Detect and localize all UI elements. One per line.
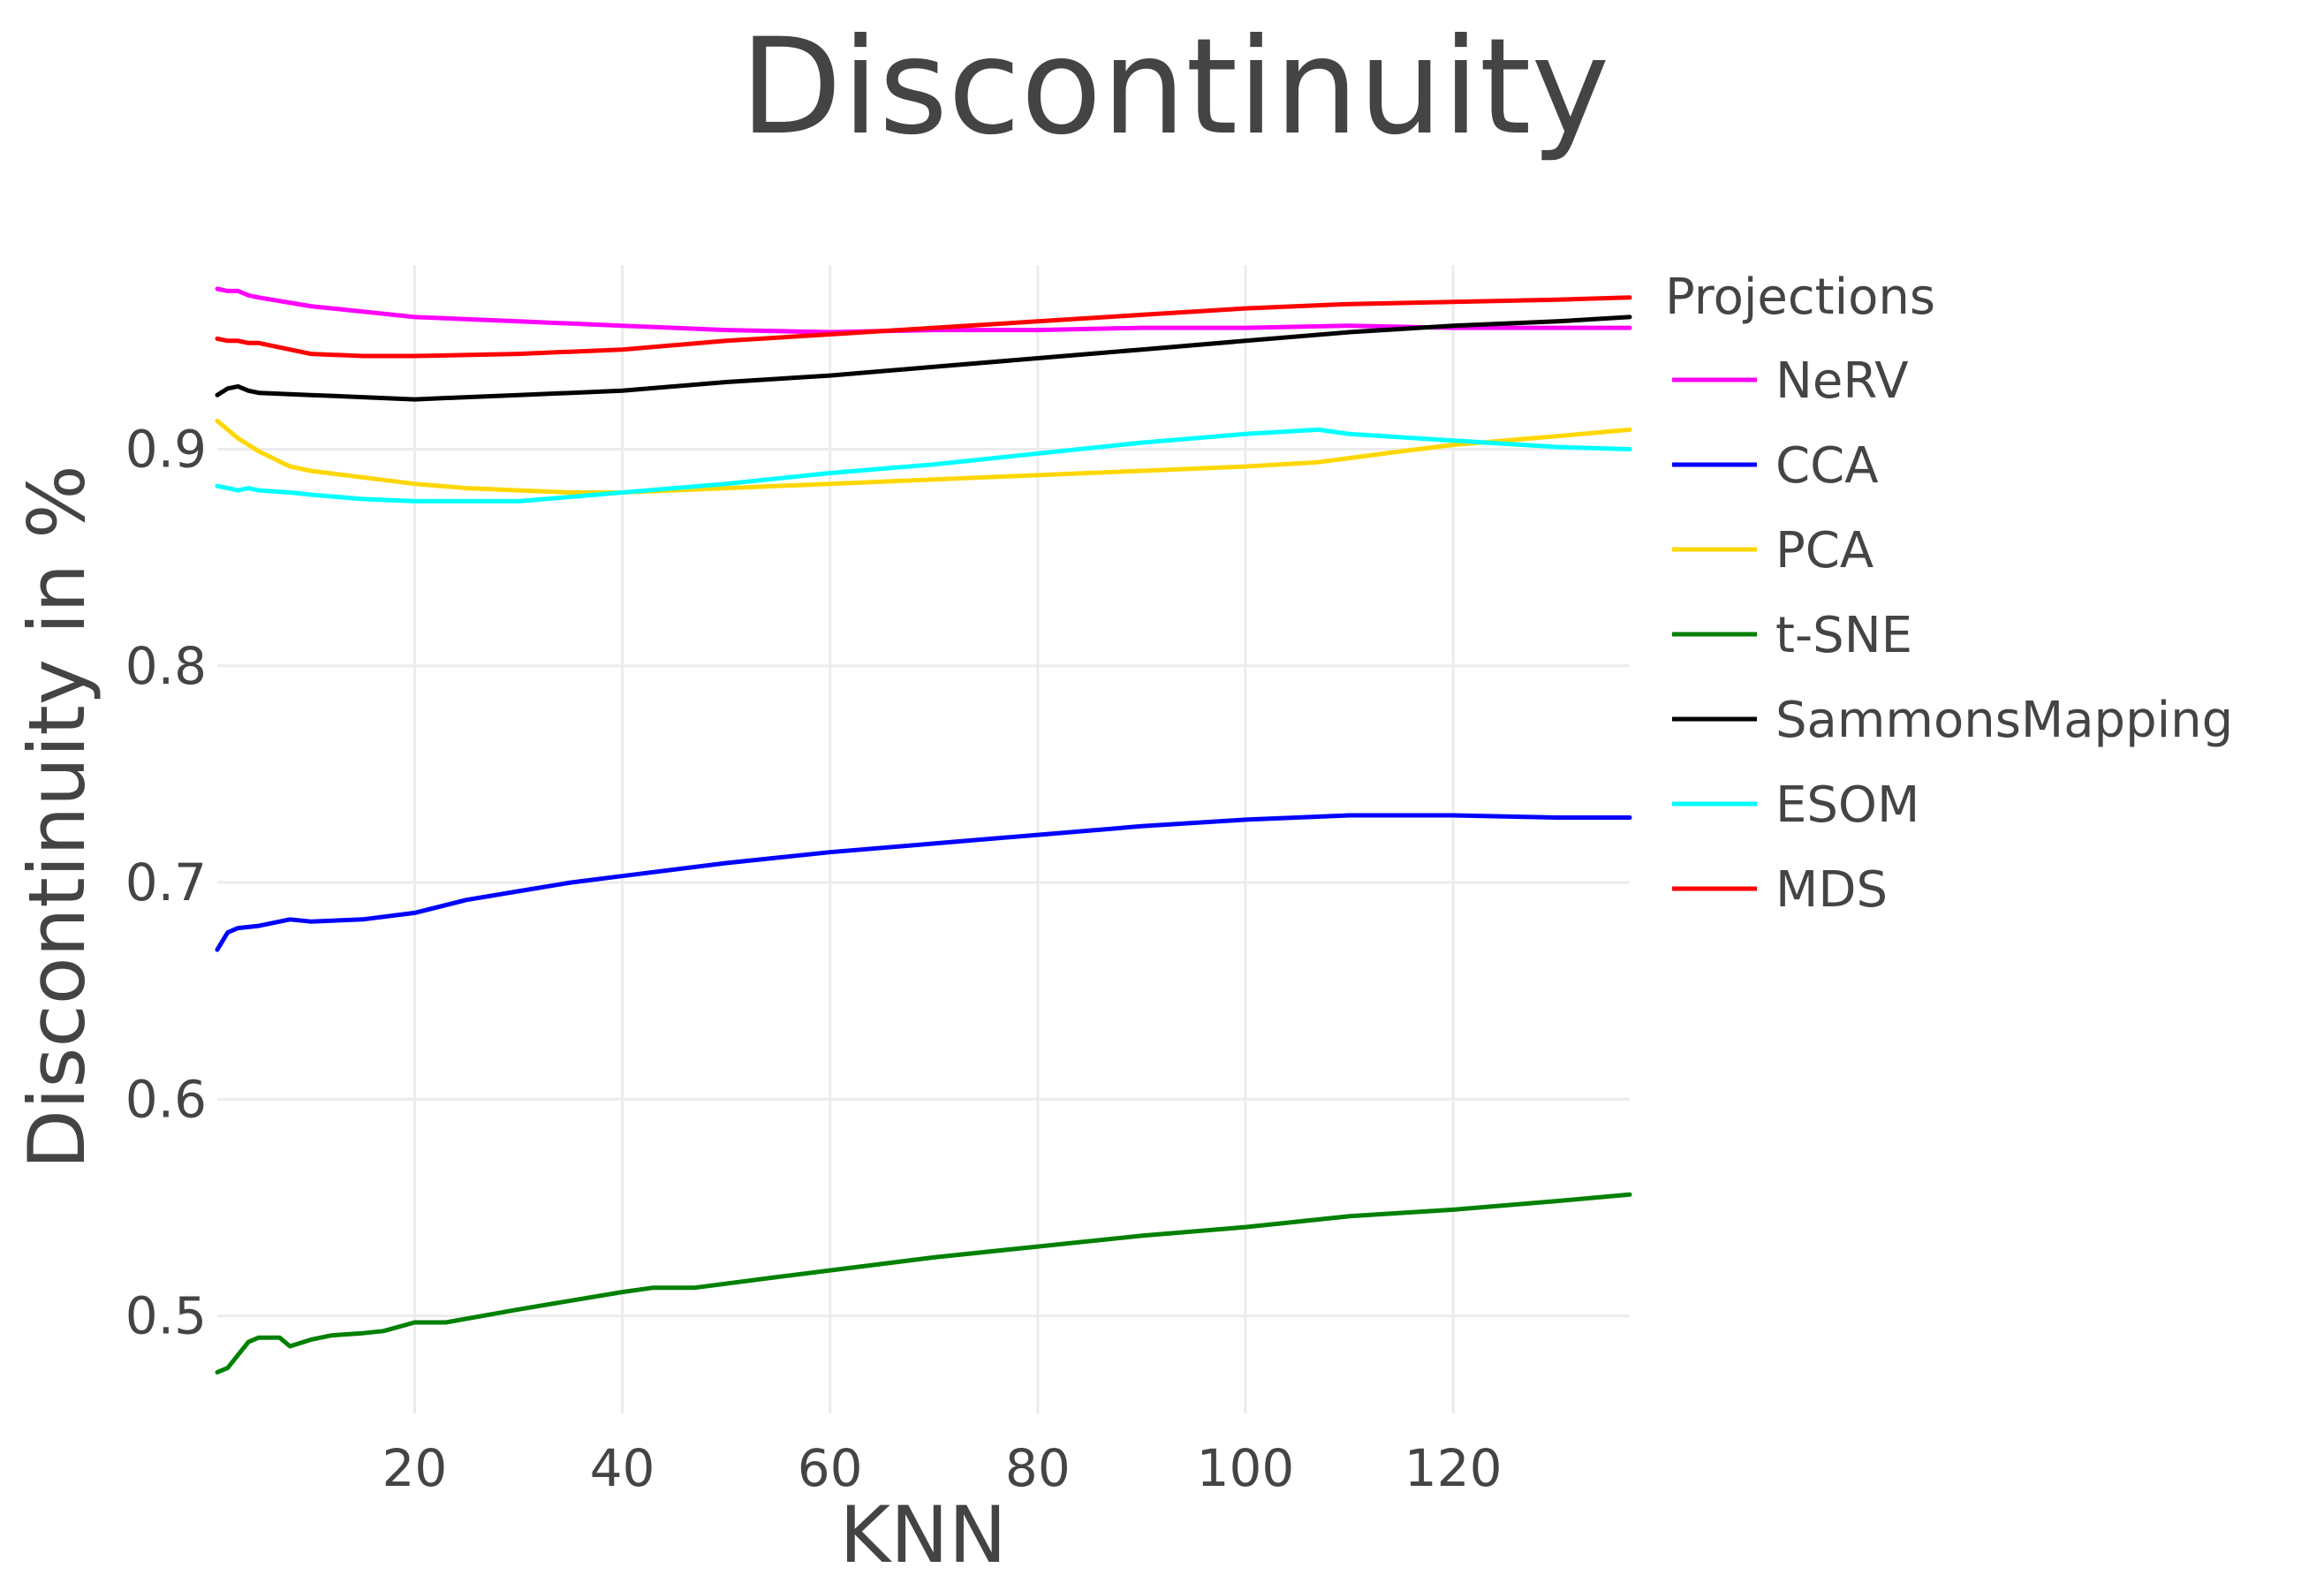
legend-item-pca[interactable]: PCA: [1672, 522, 1874, 579]
series-line-esom: [215, 427, 1632, 504]
x-tick-label: 60: [798, 1438, 863, 1498]
legend-label: CCA: [1775, 437, 1879, 495]
grid-lines: [217, 265, 1630, 1413]
legend-item-cca[interactable]: CCA: [1672, 437, 1879, 495]
legend-title: Projections: [1665, 269, 1935, 326]
legend-item-esom[interactable]: ESOM: [1672, 776, 1919, 834]
series-line-pca: [215, 419, 1632, 495]
legend-item-nerv[interactable]: NeRV: [1672, 352, 1909, 410]
x-tick-label: 40: [590, 1438, 655, 1498]
legend-item-mds[interactable]: MDS: [1672, 861, 1888, 919]
legend: Projections NeRV CCA PCA t-SNE SammonsMappin…: [1665, 269, 2233, 919]
legend-label: PCA: [1775, 522, 1874, 579]
axis-ticks: 20 40 60 80 100 120 0.5 0.6 0.7 0.8 0.9: [125, 419, 1503, 1498]
legend-label: t-SNE: [1775, 607, 1912, 664]
x-tick-label: 20: [382, 1438, 447, 1498]
legend-label: SammonsMapping: [1775, 692, 2233, 749]
series-lines: [215, 286, 1632, 1375]
legend-items: NeRV CCA PCA t-SNE SammonsMapping ESOM MDS: [1672, 352, 2233, 919]
legend-item-t-sne[interactable]: t-SNE: [1672, 607, 1912, 664]
y-axis-title: Discontinuity in %: [11, 465, 102, 1169]
y-tick-label: 0.7: [125, 852, 207, 913]
y-tick-label: 0.8: [125, 636, 207, 696]
y-tick-label: 0.5: [125, 1286, 207, 1346]
x-axis-title: KNN: [839, 1489, 1006, 1580]
series-line-cca: [215, 813, 1632, 952]
legend-label: MDS: [1775, 861, 1888, 919]
x-tick-label: 80: [1005, 1438, 1071, 1498]
series-line-mds: [215, 295, 1632, 359]
chart-title: Discontinuity: [740, 11, 1610, 164]
series-line-sammonsmapping: [215, 314, 1632, 402]
series-line-t-sne: [215, 1192, 1632, 1375]
series-line-nerv: [215, 286, 1632, 335]
legend-label: ESOM: [1775, 776, 1919, 834]
legend-item-sammonsmapping[interactable]: SammonsMapping: [1672, 692, 2233, 749]
y-tick-label: 0.6: [125, 1069, 207, 1129]
legend-label: NeRV: [1775, 352, 1909, 410]
x-tick-label: 120: [1404, 1438, 1503, 1498]
x-tick-label: 100: [1197, 1438, 1295, 1498]
y-tick-label: 0.9: [125, 419, 207, 479]
